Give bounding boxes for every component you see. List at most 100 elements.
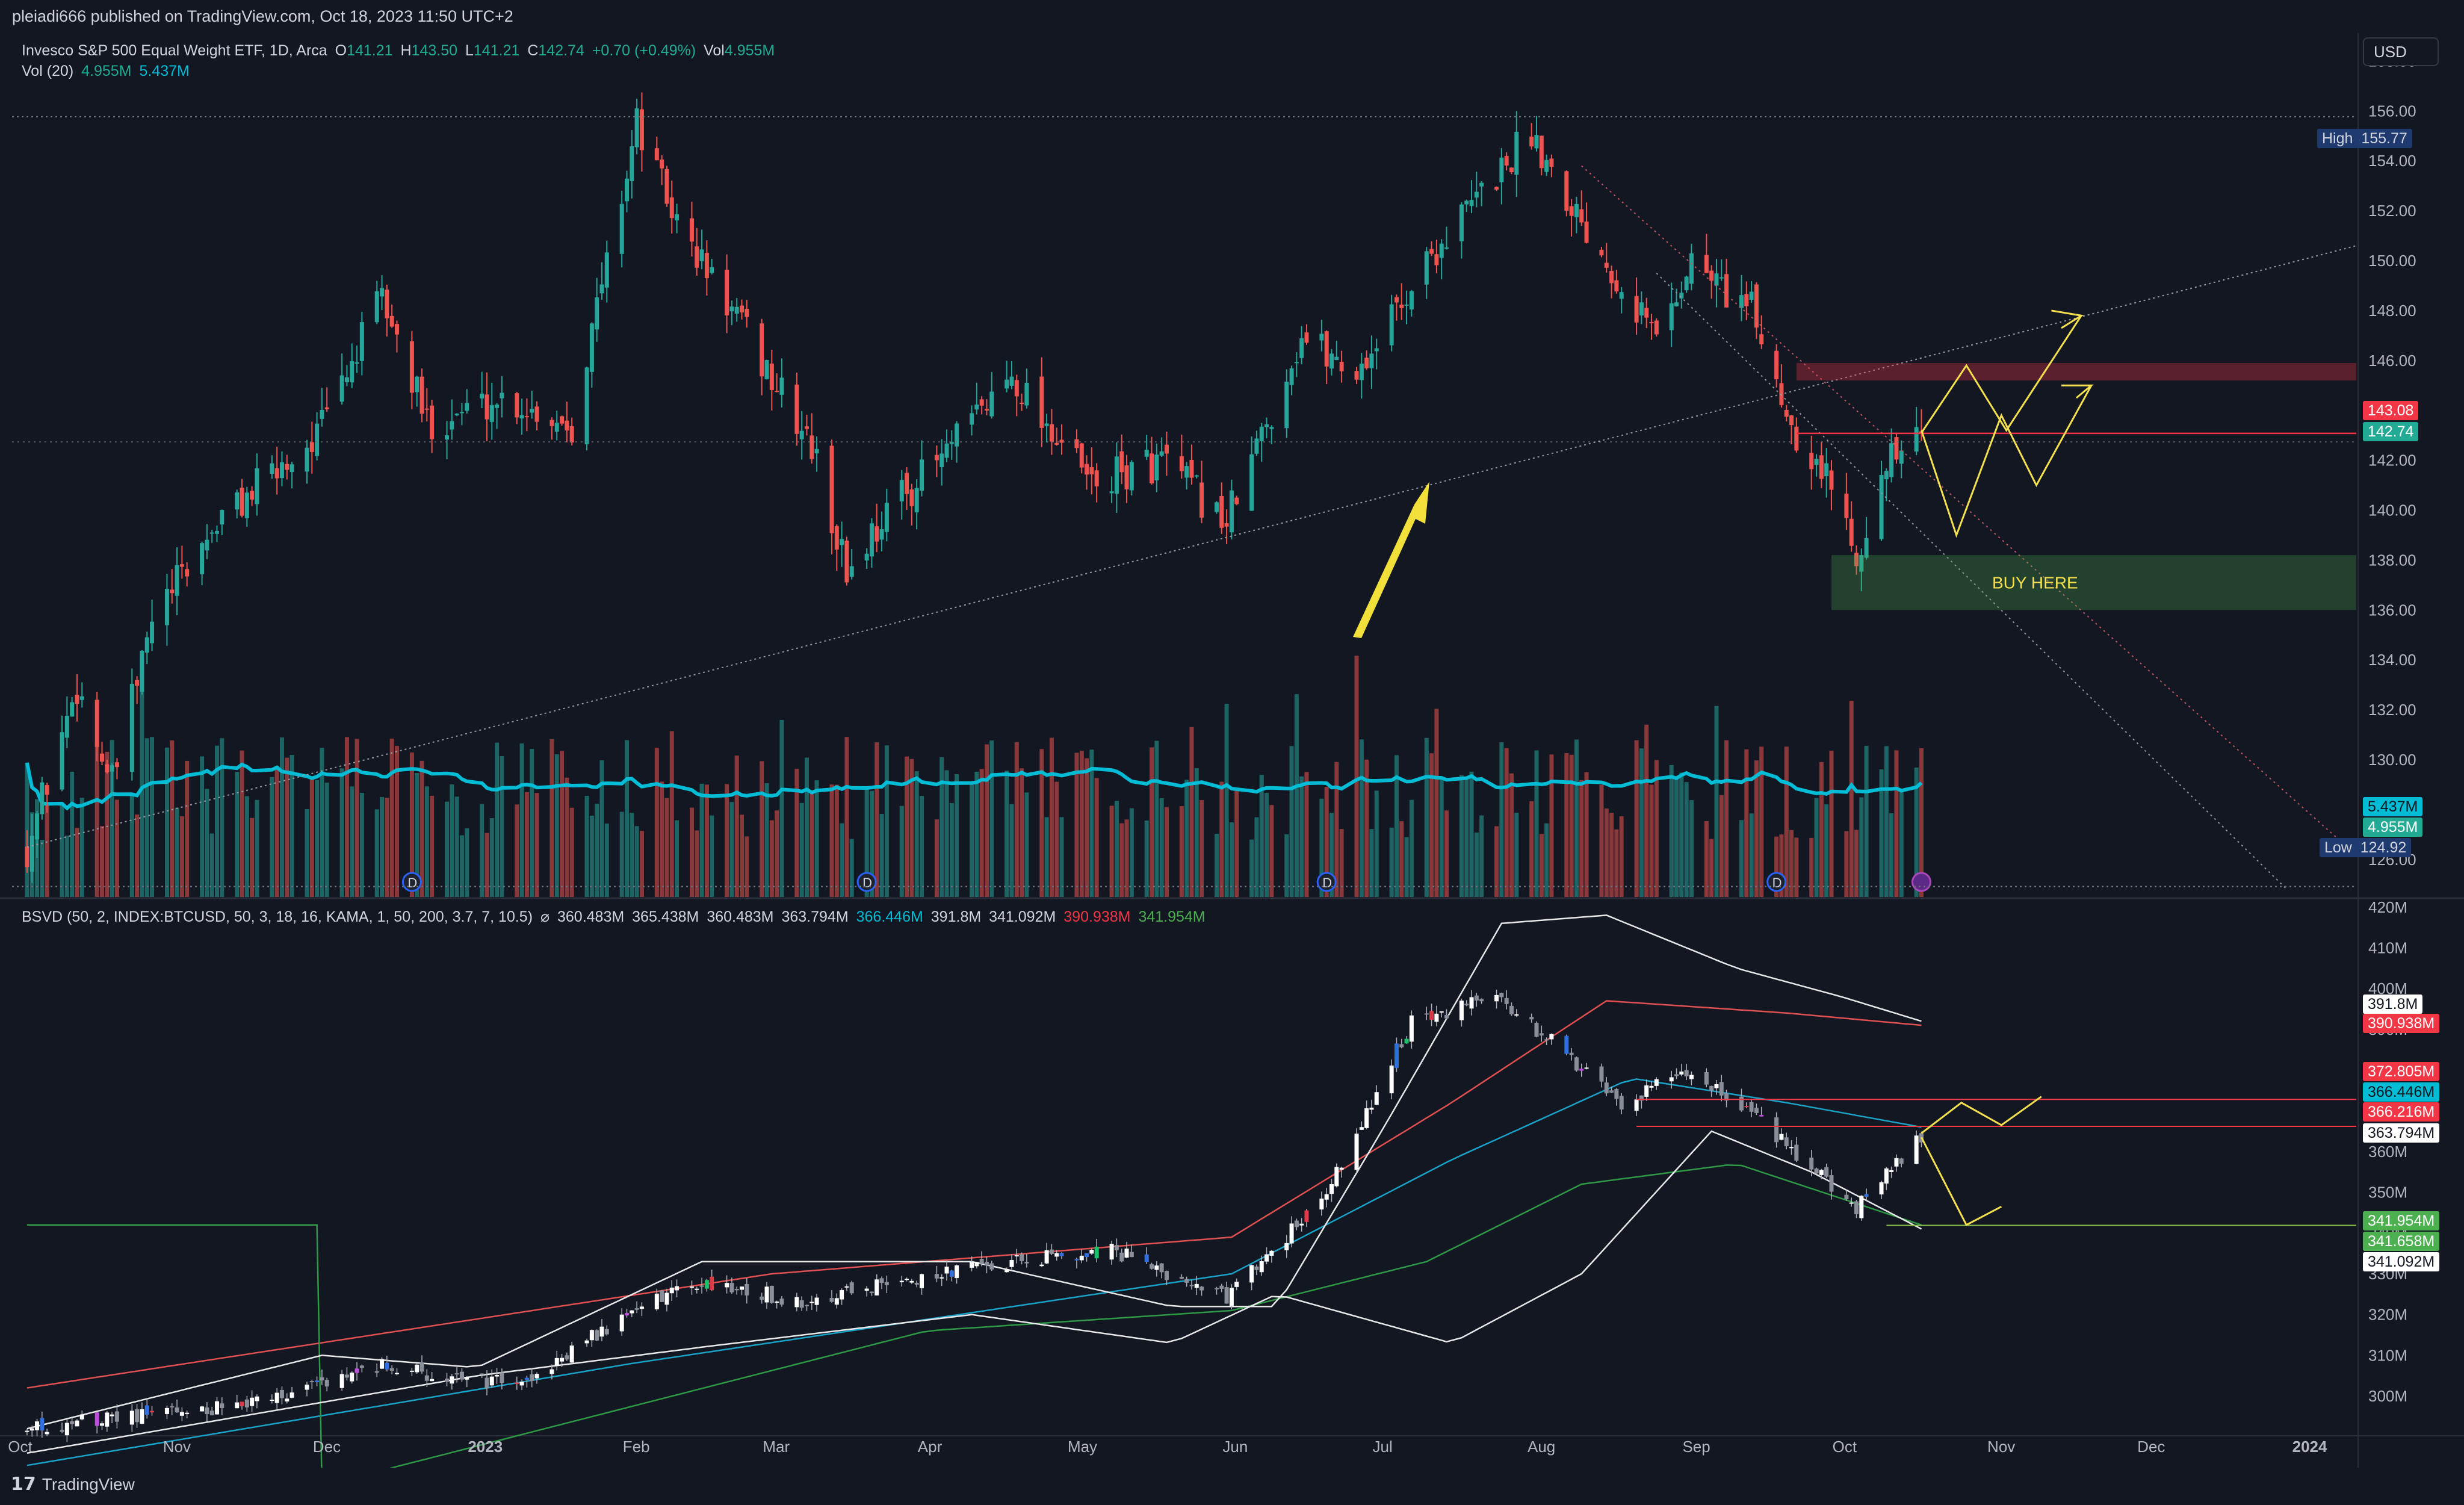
candle-body [799,430,804,439]
volume-bar [1020,768,1024,897]
price-candle [235,489,240,519]
time-tick-label: Jun [1222,1438,1248,1456]
volume-bar [1304,772,1309,897]
indicator-candle [1779,1128,1784,1141]
ind-body [595,1330,599,1341]
indicator-candle [35,1418,40,1437]
currency-button[interactable]: USD [2363,37,2439,66]
candle-body [255,468,259,504]
indicator-candle [779,1296,784,1307]
indicator-candle [1669,1070,1674,1089]
candle-body [1424,251,1429,285]
price-candle [1014,374,1019,417]
volume-bar [1265,793,1269,897]
candle-body [1399,304,1404,308]
price-candle [979,396,984,415]
price-candle [1364,350,1369,370]
price-tick-label: 148.00 [2368,302,2416,320]
price-candle [419,368,424,423]
volume-bar [744,836,749,897]
ind-body [989,1263,994,1270]
candle-body [240,488,244,516]
indicator-name[interactable]: BSVD (50, 2, INDEX:BTCUSD, 50, 3, 18, 16… [22,908,533,925]
volume-bar [1439,780,1444,897]
candle-body [864,553,869,561]
candle-body [794,384,799,434]
indicator-candle [1289,1216,1294,1248]
volume-bar [144,738,149,897]
indicator-axis-tag: 341.658M [2363,1232,2440,1251]
volume-bar [1374,790,1379,897]
candle-body [744,309,749,317]
ind-body [1859,1196,1864,1218]
candle-body [324,407,329,409]
volume-bar [534,793,539,897]
ind-body [1464,1004,1469,1005]
indicator-legend: BSVD (50, 2, INDEX:BTCUSD, 50, 3, 18, 16… [22,908,1209,926]
candle-body [75,695,79,704]
price-candle [1604,243,1609,273]
volume-bar [1854,830,1859,897]
price-candle [654,136,659,161]
price-candle [1004,361,1009,393]
volume-bar [1094,778,1099,897]
volume-bar [729,802,734,897]
candle-body [1054,442,1059,445]
price-candle [1334,340,1339,361]
candle-body [729,306,734,312]
volume-bar [170,740,175,897]
indicator-candle [1089,1248,1094,1255]
volume-bar [1144,820,1149,897]
indicator-candle [1299,1218,1304,1232]
volume-bar [1150,747,1154,897]
vol-ma-label[interactable]: Vol (20) [22,63,74,79]
price-candle [744,300,749,328]
candle-body [459,412,464,414]
candle-body [1434,254,1439,265]
volume-bar [409,752,414,897]
price-candle [1674,288,1679,307]
volume-bar [599,760,604,897]
ind-body [1059,1253,1064,1256]
volume-bar [1334,762,1339,897]
candle-body [1319,334,1324,341]
indicator-tick-label: 410M [2368,939,2407,957]
indicator-candle [1329,1179,1334,1202]
volume-bar [725,784,729,897]
ind-body [129,1410,134,1425]
indicator-tick-label: 320M [2368,1306,2407,1324]
volume-bar [179,816,184,897]
candle-body [164,589,169,625]
tradingview-logo[interactable]: 𝟭𝟳 TradingView [11,1474,135,1495]
indicator-candle [944,1260,949,1281]
candle-body [1154,455,1159,480]
ind-body [459,1371,464,1380]
volume-bar [1789,830,1794,897]
symbol-name[interactable]: Invesco S&P 500 Equal Weight ETF, 1D, Ar… [22,42,327,59]
ind-body [1784,1137,1789,1147]
dividend-marker: D [856,872,877,892]
price-candle [775,373,779,393]
candle-body [1899,450,1904,464]
ind-body [75,1420,79,1427]
ind-body [1364,1108,1369,1128]
price-candle [1584,202,1589,244]
indicator-candle [185,1410,190,1419]
price-candle [1544,154,1549,176]
ind-body [1014,1255,1019,1257]
candle-body [409,341,414,393]
volume-bar [419,760,424,897]
volume-bar [1849,701,1854,897]
candle-body [1214,502,1219,512]
dividend-letter: D [407,875,417,890]
ind-body [554,1358,559,1366]
indicator-candle [430,1372,435,1382]
volume-bar [1859,797,1864,897]
price-candle [385,284,389,337]
indicator-candle [1714,1079,1719,1095]
price-candle [339,353,344,405]
ind-body [209,1410,214,1416]
indicator-candle [1229,1284,1234,1309]
ind-body [1324,1194,1329,1200]
